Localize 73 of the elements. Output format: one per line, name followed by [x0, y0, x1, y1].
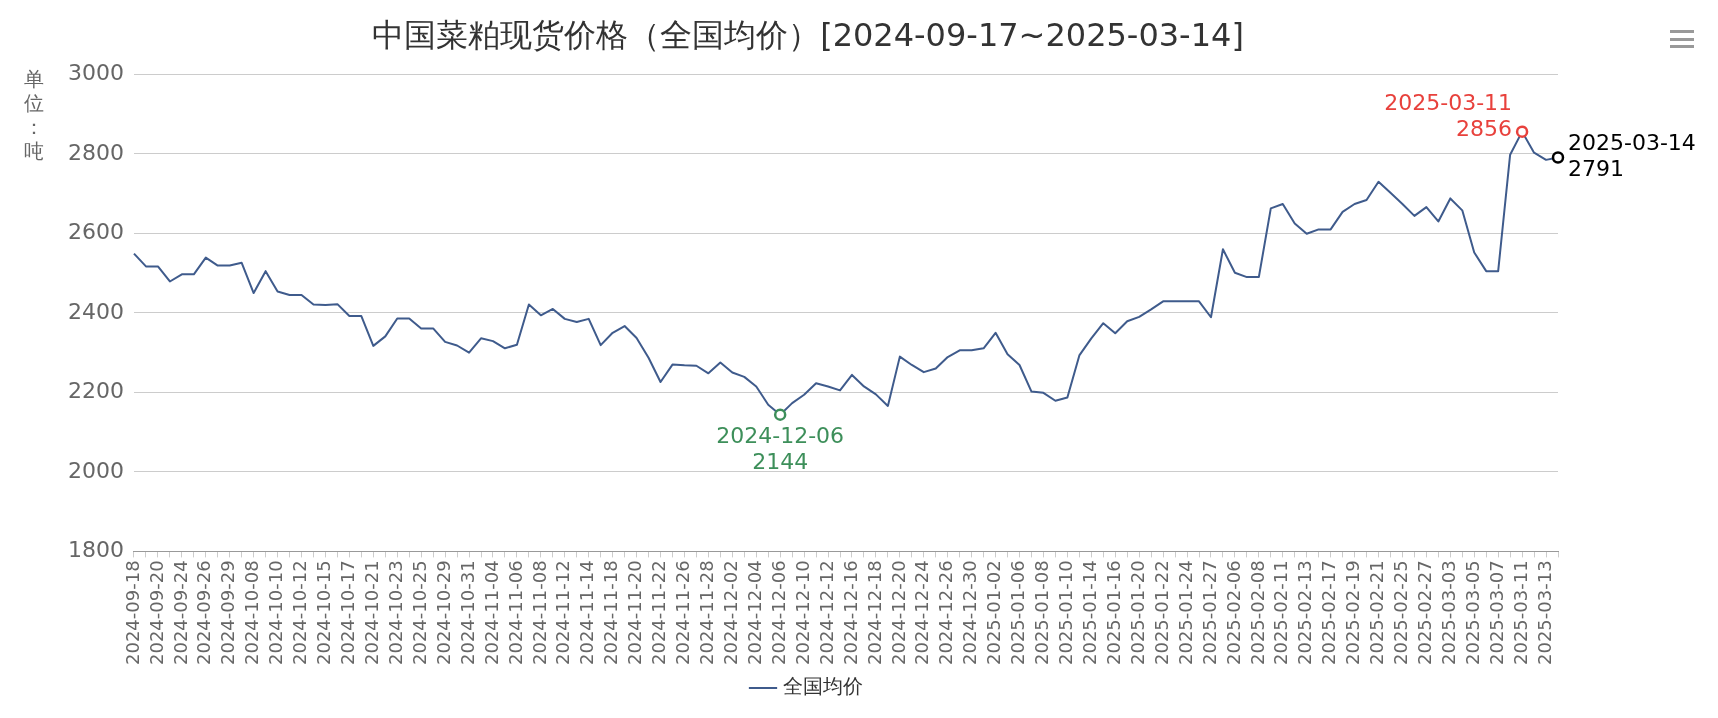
x-tick-label: 2025-03-11: [1509, 560, 1531, 665]
x-tick-label: 2025-02-13: [1294, 560, 1316, 665]
x-tick-label: 2024-12-18: [863, 560, 885, 665]
text: 2025-03-14 2791: [1568, 130, 1696, 182]
x-tick-label: 2024-11-18: [600, 560, 622, 665]
x-tick-label: 2024-11-20: [624, 560, 646, 665]
x-tick-label: 2024-09-24: [169, 560, 191, 665]
y-tick-label: 2400: [67, 298, 124, 324]
x-tick-label: 2024-11-12: [552, 560, 574, 665]
x-tick-label: 2025-01-16: [1102, 560, 1124, 665]
x-tick-label: 2025-01-08: [1031, 560, 1053, 665]
x-tick-label: 2025-01-14: [1078, 560, 1100, 665]
x-tick-label: 2024-12-16: [839, 560, 861, 665]
x-tick-label: 2024-11-14: [576, 560, 598, 665]
x-tick-label: 2024-12-04: [743, 560, 765, 665]
x-tick-label: 2025-03-03: [1437, 560, 1459, 665]
x-tick-label: 2025-02-19: [1342, 560, 1364, 665]
x-tick-label: 2024-12-24: [911, 560, 933, 665]
y-tick-label: 1800: [67, 537, 124, 563]
x-tick-label: 2024-09-20: [145, 560, 167, 665]
x-tick-label: 2025-03-05: [1461, 560, 1483, 665]
legend-label: 全国均价: [783, 674, 863, 699]
x-tick-label: 2024-12-20: [887, 560, 909, 665]
x-tick-label: 2024-11-22: [648, 560, 670, 665]
x-tick-label: 2025-02-27: [1414, 560, 1436, 665]
x-tick-label: 2024-10-31: [456, 560, 478, 665]
x-tick-label: 2025-01-20: [1126, 560, 1148, 665]
x-tick-label: 2025-02-17: [1318, 560, 1340, 665]
x-tick-label: 2024-09-29: [217, 560, 239, 665]
x-tick-label: 2025-01-02: [983, 560, 1005, 665]
y-tick-label: 2000: [67, 457, 124, 483]
x-tick-label: 2024-10-10: [265, 560, 287, 665]
x-tick-label: 2025-02-06: [1222, 560, 1244, 665]
x-tick-label: 2024-12-10: [791, 560, 813, 665]
x-tick-label: 2024-10-12: [289, 560, 311, 665]
x-tick-label: 2024-11-04: [480, 560, 502, 665]
x-tick-label: 2025-02-21: [1366, 560, 1388, 665]
x-tick-label: 2025-01-10: [1055, 560, 1077, 665]
annotation: 2025-03-11 2856: [1384, 90, 1513, 142]
y-axis-title: 单位：吨: [24, 66, 44, 163]
x-tick-label: 2025-01-24: [1174, 560, 1196, 665]
y-tick-label: 2200: [67, 378, 124, 404]
x-tick-label: 2024-10-23: [384, 560, 406, 665]
x-tick-label: 2024-10-17: [337, 560, 359, 665]
x-tick-label: 2025-01-27: [1198, 560, 1220, 665]
x-tick-label: 2025-03-13: [1533, 560, 1555, 665]
x-tick-label: 2025-02-25: [1390, 560, 1412, 665]
x-tick-label: 2024-12-30: [959, 560, 981, 665]
x-tick-label: 2024-10-25: [408, 560, 430, 665]
x-tick-label: 2024-11-06: [504, 560, 526, 665]
x-tick-label: 2024-10-15: [313, 560, 335, 665]
x-tick-label: 2024-10-21: [360, 560, 382, 665]
x-tick-label: 2025-02-11: [1270, 560, 1292, 665]
x-tick-label: 2024-11-08: [528, 560, 550, 665]
x-tick-label: 2024-12-12: [815, 560, 837, 665]
x-tick-label: 2024-10-29: [432, 560, 454, 665]
x-tick-label: 2025-01-06: [1007, 560, 1029, 665]
annotation: 2024-12-06 2144: [716, 423, 845, 475]
chart-title: 中国菜粕现货价格（全国均价）[2024-09-17~2025-03-14]: [372, 15, 1244, 54]
x-tick-label: 2025-02-08: [1246, 560, 1268, 665]
x-tick-label: 2025-03-07: [1485, 560, 1507, 665]
x-tick-label: 2024-11-28: [696, 560, 718, 665]
x-tick-label: 2024-11-26: [672, 560, 694, 665]
x-tick-label: 2024-09-18: [121, 560, 143, 665]
y-tick-label: 3000: [67, 60, 124, 86]
x-tick-label: 2024-09-26: [193, 560, 215, 665]
x-tick-label: 2025-01-22: [1150, 560, 1172, 665]
x-tick-label: 2024-12-26: [935, 560, 957, 665]
x-tick-label: 2024-12-02: [719, 560, 741, 665]
y-tick-label: 2600: [67, 219, 124, 245]
x-tick-label: 2024-12-06: [767, 560, 789, 665]
x-tick-label: 2024-10-08: [241, 560, 263, 665]
y-tick-label: 2800: [67, 139, 124, 165]
